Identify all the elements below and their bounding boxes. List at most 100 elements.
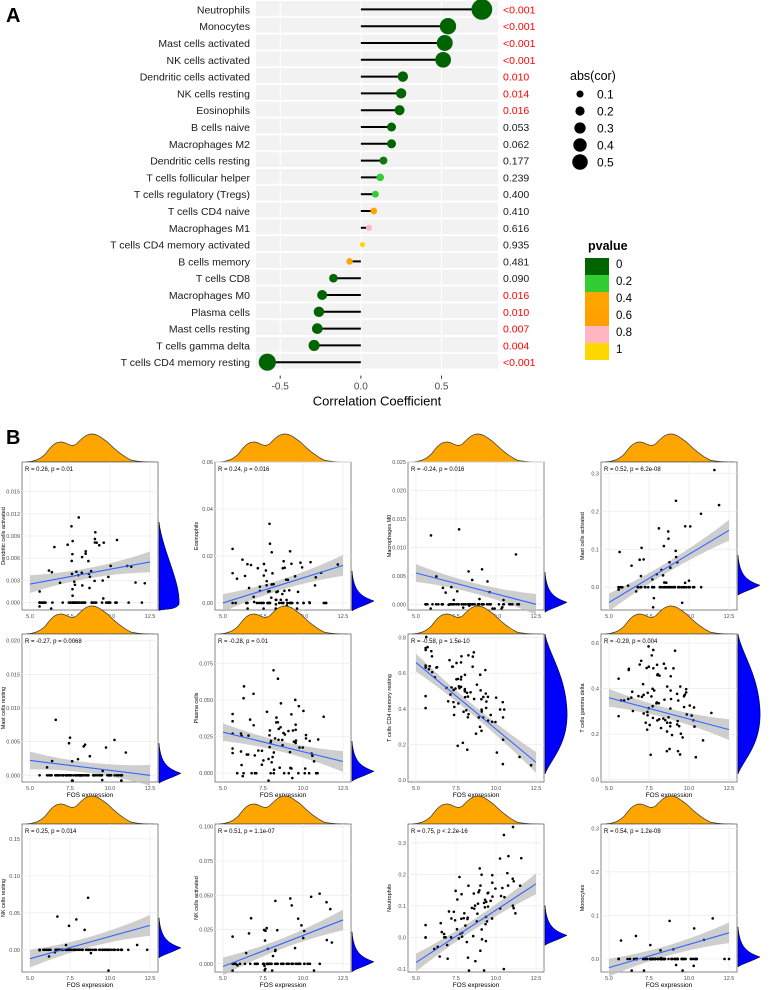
data-point — [468, 603, 472, 606]
data-point — [661, 574, 665, 577]
data-point — [458, 875, 461, 879]
data-point — [244, 951, 248, 955]
data-point — [445, 943, 449, 947]
data-point — [86, 896, 90, 900]
top-density — [25, 795, 155, 825]
row-label: NK cells resting — [177, 88, 250, 100]
data-point — [479, 689, 482, 692]
data-point — [325, 938, 329, 942]
y-tick-label: 0.4 — [591, 687, 599, 693]
data-point — [302, 709, 305, 713]
data-point — [672, 667, 675, 670]
data-point — [294, 962, 298, 966]
data-point — [462, 710, 465, 714]
data-point — [270, 969, 274, 972]
p-value-label: 0.007 — [503, 324, 529, 336]
y-tick-label: 0.10 — [9, 874, 20, 880]
data-point — [294, 739, 298, 742]
data-point — [108, 601, 112, 604]
data-point — [646, 585, 650, 589]
data-point — [692, 957, 695, 961]
data-point — [246, 601, 249, 605]
x-tick-label: 5.0 — [26, 614, 34, 620]
data-point — [291, 776, 294, 780]
data-point — [290, 962, 294, 966]
p-value-label: 0.400 — [503, 189, 529, 201]
data-point — [485, 920, 489, 923]
data-point — [657, 957, 660, 961]
data-point — [424, 664, 427, 667]
scatter-panel: 5.0 7.5 10.0 12.5 0.0 0.2 0.4 0.6 R = -0.29, p =… — [580, 605, 761, 799]
data-point — [661, 717, 665, 720]
y-axis-title: T cells CD4 memory resting — [387, 674, 393, 742]
data-point — [268, 729, 272, 732]
y-tick-label: 0.3 — [591, 826, 599, 832]
data-point — [665, 721, 669, 725]
y-axis-title: Dendritic cells activated — [1, 507, 7, 565]
size-legend-label: 0.1 — [597, 88, 614, 102]
data-point — [664, 581, 668, 585]
data-point — [235, 577, 239, 581]
data-point — [699, 512, 703, 516]
data-point — [135, 943, 139, 947]
data-point — [486, 891, 489, 895]
data-point — [663, 698, 666, 701]
data-point — [312, 760, 316, 763]
data-point — [78, 948, 82, 952]
data-point — [239, 750, 243, 753]
row-label: B cells memory — [178, 256, 251, 268]
data-point — [54, 718, 58, 722]
data-point — [657, 701, 661, 705]
data-point — [430, 654, 434, 658]
data-point — [692, 706, 696, 709]
row-label: Plasma cells — [191, 307, 250, 319]
correlation-annotation: R = 0.54, p = 1.2e-08 — [604, 829, 661, 835]
data-point — [303, 771, 307, 775]
data-point — [83, 743, 87, 746]
data-point — [293, 698, 297, 702]
data-point — [302, 962, 306, 966]
data-point — [253, 962, 257, 966]
data-point — [270, 550, 274, 554]
y-tick-label: 0.025 — [199, 928, 213, 934]
data-point — [506, 871, 509, 875]
data-point — [674, 499, 678, 503]
p-value-label: 0.616 — [503, 223, 529, 235]
data-point — [678, 585, 681, 589]
y-tick-label: 0.005 — [392, 574, 406, 580]
data-point — [281, 962, 285, 966]
top-density — [25, 605, 155, 635]
data-point — [253, 771, 257, 775]
data-point — [54, 948, 58, 952]
row-band — [256, 202, 498, 218]
data-point — [107, 575, 110, 579]
data-point — [645, 666, 648, 670]
regression-line — [222, 564, 344, 604]
data-point — [276, 677, 280, 681]
data-point — [242, 771, 245, 775]
p-value-label: <0.001 — [503, 357, 536, 369]
correlation-annotation: R = 0.52, p = 6.2e-08 — [604, 467, 661, 473]
correlation-annotation: R = 0.24, p = 0.016 — [218, 467, 270, 473]
data-point — [484, 900, 488, 904]
data-point — [325, 900, 328, 904]
data-point — [456, 898, 459, 901]
data-point — [80, 571, 84, 575]
y-tick-label: 0.0 — [591, 585, 599, 591]
data-point — [247, 932, 251, 935]
data-point — [424, 635, 428, 639]
data-point — [84, 552, 87, 555]
x-tick-label: 0.5 — [435, 382, 449, 393]
data-point — [511, 904, 515, 908]
side-density — [737, 926, 761, 968]
data-point — [271, 954, 275, 958]
y-tick-label: 0.006 — [6, 556, 20, 562]
data-point — [265, 962, 269, 966]
data-point — [429, 649, 433, 653]
data-point — [302, 601, 305, 605]
data-point — [483, 905, 487, 909]
data-point — [683, 581, 687, 585]
data-point — [71, 539, 74, 543]
data-point — [268, 542, 272, 546]
data-point — [452, 700, 455, 704]
